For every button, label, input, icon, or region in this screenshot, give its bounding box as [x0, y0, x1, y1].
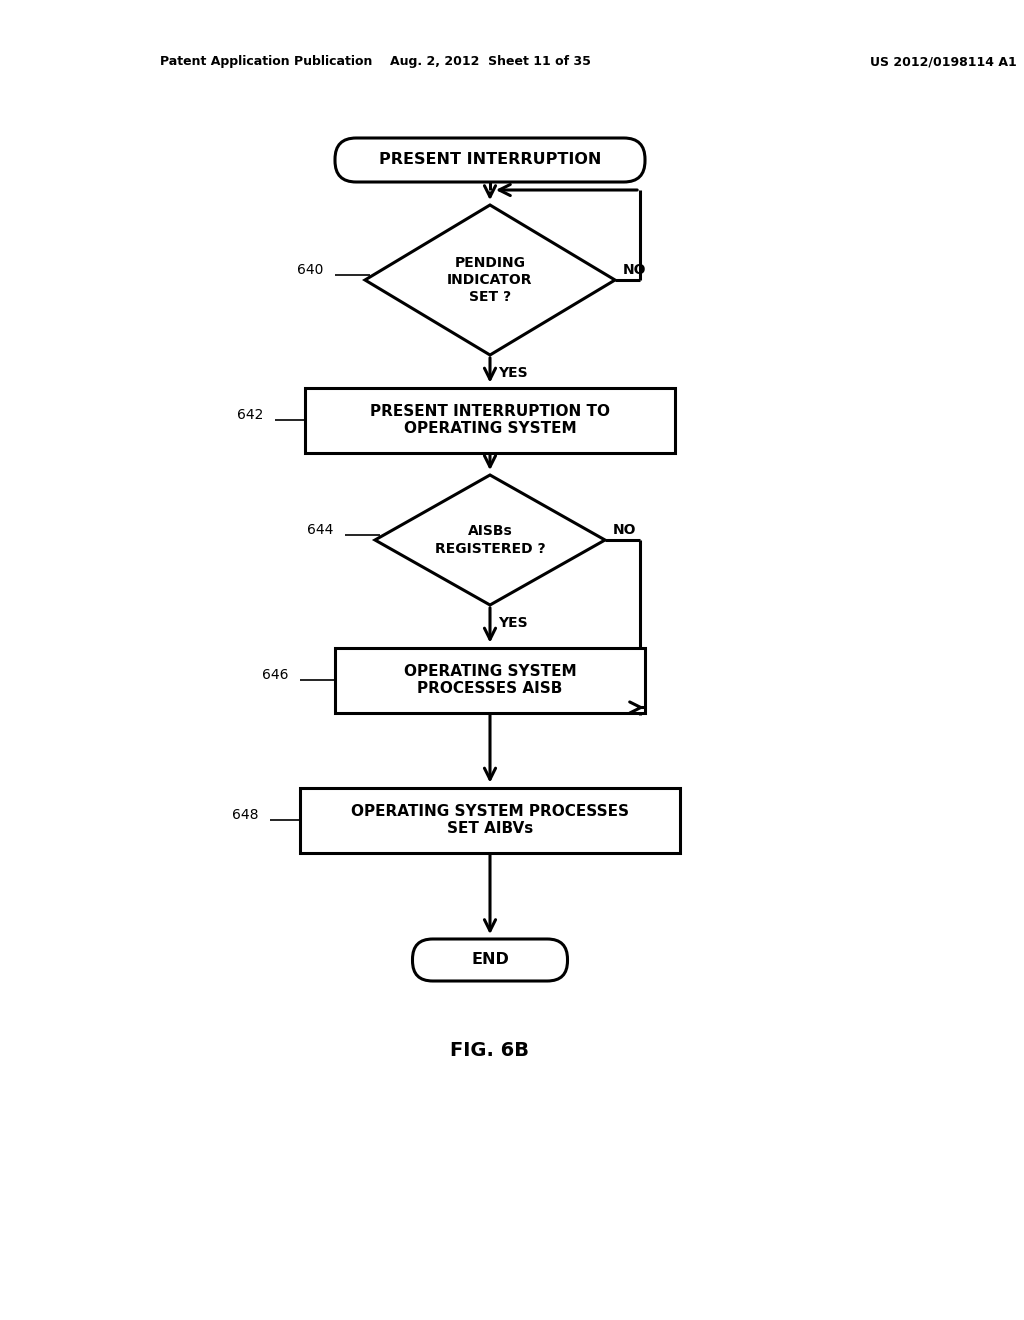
Text: 648: 648 — [231, 808, 258, 822]
FancyBboxPatch shape — [300, 788, 680, 853]
Text: US 2012/0198114 A1: US 2012/0198114 A1 — [870, 55, 1017, 69]
Text: 640: 640 — [297, 263, 324, 277]
Text: OPERATING SYSTEM PROCESSES
SET AIBVs: OPERATING SYSTEM PROCESSES SET AIBVs — [351, 804, 629, 836]
Text: Patent Application Publication: Patent Application Publication — [160, 55, 373, 69]
Polygon shape — [365, 205, 615, 355]
Text: PRESENT INTERRUPTION: PRESENT INTERRUPTION — [379, 153, 601, 168]
Text: FIG. 6B: FIG. 6B — [451, 1040, 529, 1060]
FancyBboxPatch shape — [305, 388, 675, 453]
Text: NO: NO — [613, 523, 637, 537]
Text: 644: 644 — [307, 523, 333, 537]
Text: OPERATING SYSTEM
PROCESSES AISB: OPERATING SYSTEM PROCESSES AISB — [403, 664, 577, 696]
FancyBboxPatch shape — [335, 648, 645, 713]
FancyBboxPatch shape — [413, 939, 567, 981]
Text: YES: YES — [498, 366, 527, 380]
Text: PENDING
INDICATOR
SET ?: PENDING INDICATOR SET ? — [447, 256, 532, 305]
Text: 646: 646 — [262, 668, 288, 682]
Text: PRESENT INTERRUPTION TO
OPERATING SYSTEM: PRESENT INTERRUPTION TO OPERATING SYSTEM — [370, 404, 610, 436]
Polygon shape — [375, 475, 605, 605]
Text: Aug. 2, 2012  Sheet 11 of 35: Aug. 2, 2012 Sheet 11 of 35 — [389, 55, 591, 69]
Text: 642: 642 — [237, 408, 263, 422]
Text: YES: YES — [498, 616, 527, 630]
Text: NO: NO — [623, 263, 646, 277]
FancyBboxPatch shape — [335, 139, 645, 182]
Text: AISBs
REGISTERED ?: AISBs REGISTERED ? — [434, 524, 546, 556]
Text: END: END — [471, 953, 509, 968]
